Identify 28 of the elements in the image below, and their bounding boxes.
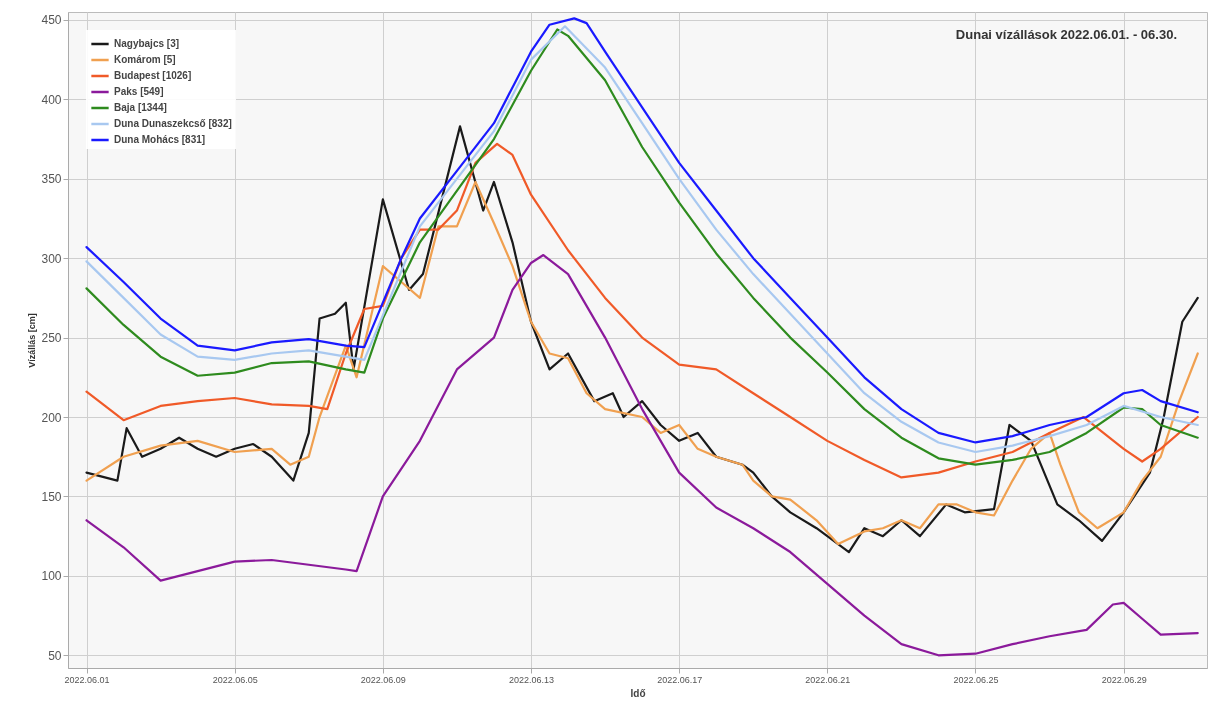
x-tick-label: 2022.06.13: [508, 674, 555, 685]
x-tick-label: 2022.06.01: [64, 674, 110, 685]
y-tick-label: 150: [41, 489, 62, 504]
legend-label: Baja [1344]: [114, 102, 167, 113]
y-axis-title: Vízállás [cm]: [27, 313, 38, 368]
y-tick-label: 400: [41, 92, 62, 107]
y-tick-label: 250: [41, 331, 62, 346]
legend-label: Duna Mohács [831]: [114, 134, 206, 145]
x-tick-label: 2022.06.29: [1101, 674, 1147, 685]
legend-label: Nagybajcs [3]: [114, 38, 180, 49]
x-tick-label: 2022.06.17: [657, 674, 703, 685]
text: Dunai vízállások 2022.06.01. - 06.30.: [955, 27, 1177, 42]
line-series: [85, 253, 1199, 657]
x-tick-label: 2022.06.21: [805, 674, 851, 685]
x-tick-label: 2022.06.09: [360, 674, 406, 685]
y-tick-label: 450: [41, 13, 62, 28]
y-tick-label: 350: [41, 172, 62, 187]
y-tick-label: 200: [41, 410, 62, 425]
legend-label: Komárom [5]: [114, 54, 176, 65]
x-tick-label: 2022.06.25: [953, 674, 999, 685]
legend-label: Duna Dunaszekcső [832]: [114, 118, 232, 129]
legend-label: Budapest [1026]: [114, 70, 192, 81]
y-tick-label: 50: [48, 648, 62, 663]
x-tick-label: 2022.06.05: [212, 674, 258, 685]
legend-label: Paks [549]: [114, 86, 164, 97]
y-tick-label: 300: [41, 251, 62, 266]
x-axis-title: Idő: [630, 687, 646, 699]
y-tick-label: 100: [41, 569, 62, 584]
